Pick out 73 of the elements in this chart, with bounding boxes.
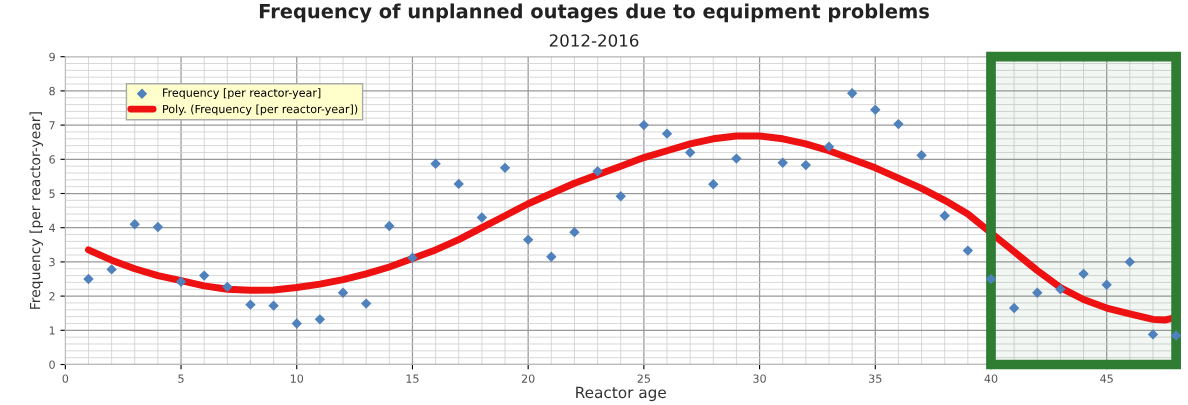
point xyxy=(708,179,719,190)
x-tick-label: 20 xyxy=(521,374,535,383)
point xyxy=(106,264,117,275)
point xyxy=(893,118,904,130)
point xyxy=(1078,268,1089,280)
point xyxy=(823,141,835,152)
point xyxy=(499,162,511,174)
chart-title: Frequency of unplanned outages due to equipment problems xyxy=(259,3,929,23)
y-tick-label: 0 xyxy=(49,360,55,369)
point xyxy=(1147,329,1159,340)
point xyxy=(777,157,788,168)
point xyxy=(152,221,164,233)
point xyxy=(916,150,927,161)
point xyxy=(846,88,858,99)
point xyxy=(268,300,279,311)
point xyxy=(939,210,950,221)
y-tick-label: 1 xyxy=(49,326,55,335)
point xyxy=(291,318,302,329)
y-tick-label: 2 xyxy=(49,292,55,301)
legend-label: Frequency [per reactor-year] xyxy=(163,88,321,99)
point xyxy=(731,153,742,164)
x-tick-label: 30 xyxy=(753,374,766,383)
point xyxy=(615,191,626,202)
y-tick-label: 5 xyxy=(49,189,55,198)
point xyxy=(407,252,418,263)
point xyxy=(453,178,464,190)
point xyxy=(1055,284,1066,295)
y-tick-label: 9 xyxy=(49,52,55,62)
point xyxy=(1124,256,1136,268)
x-tick-label: 40 xyxy=(984,374,998,383)
point xyxy=(661,128,673,139)
point xyxy=(546,251,557,262)
point xyxy=(222,281,233,293)
point xyxy=(198,270,210,281)
y-axis-title: Frequency [per reactor-year] xyxy=(29,112,43,309)
x-tick-label: 15 xyxy=(406,374,419,383)
point xyxy=(1032,287,1043,298)
x-tick-label: 25 xyxy=(637,374,650,383)
point xyxy=(245,299,256,310)
x-axis-title: Reactor age xyxy=(576,386,666,402)
point xyxy=(476,212,488,223)
y-tick-label: 7 xyxy=(49,121,55,130)
x-tick-label: 5 xyxy=(178,374,184,383)
point xyxy=(522,234,534,245)
point xyxy=(985,273,997,285)
point xyxy=(314,314,326,325)
point xyxy=(1008,302,1020,314)
point xyxy=(337,287,349,298)
y-tick-label: 8 xyxy=(49,86,55,96)
point xyxy=(1101,279,1112,291)
point xyxy=(569,226,580,238)
point xyxy=(800,159,812,171)
y-tick-label: 3 xyxy=(49,257,55,267)
y-tick-label: 6 xyxy=(49,155,55,164)
point xyxy=(129,219,140,230)
point xyxy=(360,298,372,309)
point xyxy=(638,119,650,131)
x-tick-label: 35 xyxy=(869,374,882,383)
y-tick-label: 4 xyxy=(49,223,55,232)
point xyxy=(870,104,881,115)
point xyxy=(962,245,974,256)
point xyxy=(1170,330,1182,341)
x-tick-label: 45 xyxy=(1100,374,1113,383)
legend-label: Poly. (Frequency [per reactor-year]) xyxy=(163,104,358,116)
x-tick-label: 10 xyxy=(290,374,304,383)
point xyxy=(592,166,603,177)
chart-subtitle: 2012-2016 xyxy=(549,34,639,47)
point xyxy=(430,158,441,169)
point xyxy=(384,220,395,232)
point xyxy=(684,147,696,158)
point xyxy=(83,273,94,285)
point xyxy=(175,276,187,287)
x-tick-label: 0 xyxy=(62,374,69,383)
